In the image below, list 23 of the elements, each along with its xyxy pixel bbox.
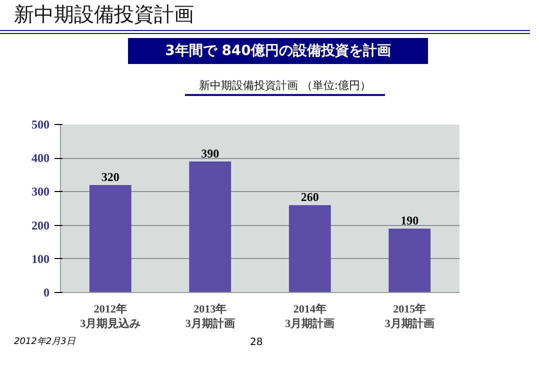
data-label: 260 [300,190,319,204]
chart-title: 新中期設備投資計画 [14,1,194,28]
text: 2012年2月3日 [14,336,76,349]
bar [89,184,132,292]
bar [388,228,431,292]
data-label: 190 [400,214,419,228]
x-tick-label: 2015年 3月期計画 [384,302,434,330]
chart-subtitle: 3年間で 840億円の設備投資を計画 [165,42,391,61]
y-tick-label: 500 [32,118,50,132]
bar [288,205,331,292]
y-tick-label: 100 [32,252,50,266]
y-tick-label: 400 [32,151,50,166]
text: 28 [250,336,263,350]
data-label: 390 [201,146,220,160]
x-tick-label: 2012年 3月期見込み [80,302,141,330]
x-tick-label: 2014年 3月期計画 [285,302,335,330]
y-tick-label: 300 [32,184,50,199]
x-tick-label: 2013年 3月期計画 [185,302,235,330]
data-label: 320 [101,170,120,184]
text: 新中期設備投資計画 （単位:億円） [198,78,372,94]
y-tick-label: 0 [44,286,50,300]
bar [189,161,232,292]
y-tick-label: 200 [32,218,50,232]
